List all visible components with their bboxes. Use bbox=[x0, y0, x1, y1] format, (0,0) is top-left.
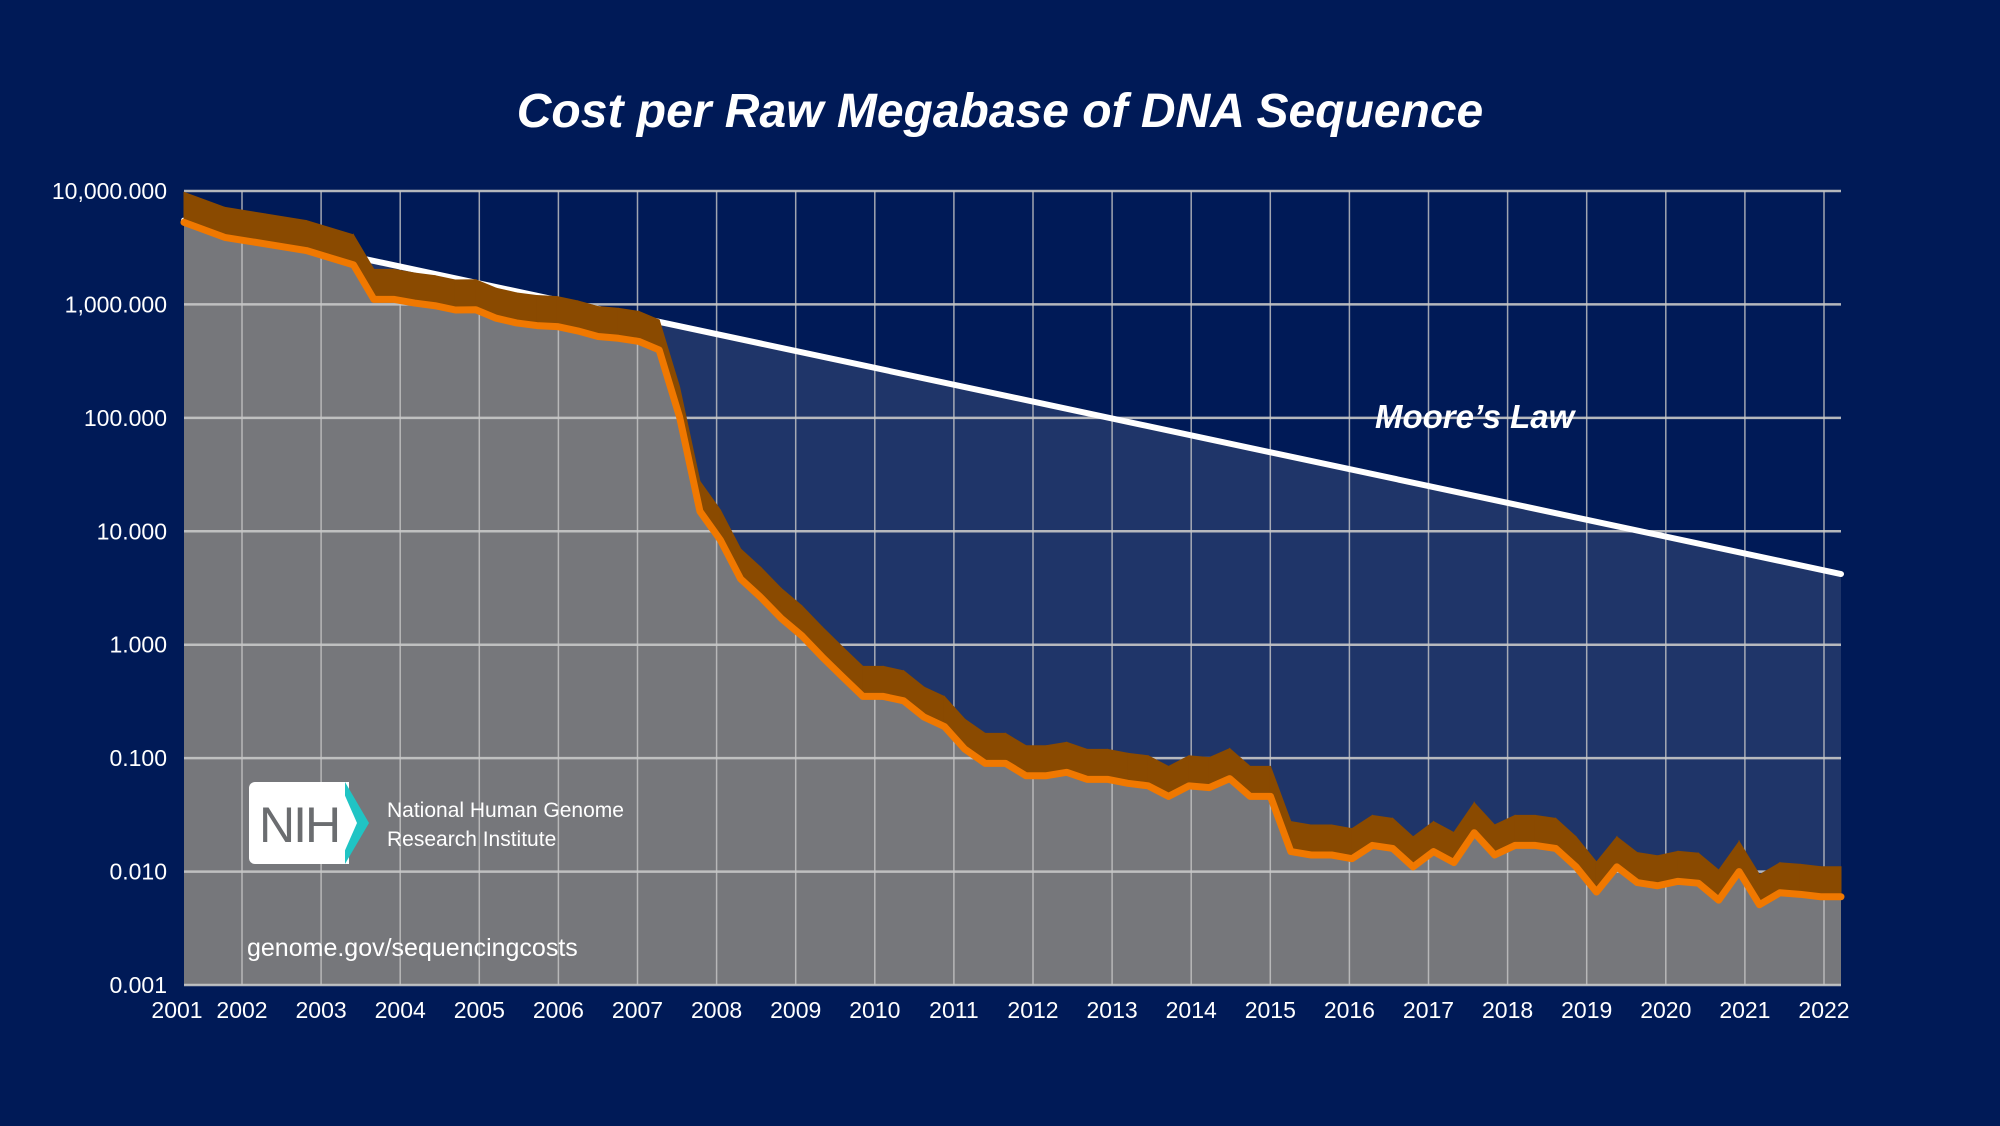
cost-area bbox=[184, 222, 1841, 985]
org-line-1: National Human Genome bbox=[387, 799, 624, 822]
y-tick-label: 10.000 bbox=[97, 518, 167, 544]
nih-logo: NIH bbox=[249, 782, 379, 864]
cost-band-segment bbox=[1820, 866, 1842, 898]
moores-law-line bbox=[181, 217, 1844, 578]
x-tick-label: 2011 bbox=[929, 997, 978, 1023]
cost-band-segment bbox=[862, 665, 884, 697]
x-tick-label: 2017 bbox=[1403, 997, 1454, 1023]
y-tick-label: 0.100 bbox=[109, 745, 167, 771]
cost-band-segment bbox=[1249, 765, 1271, 797]
x-tick-label: 2007 bbox=[612, 997, 663, 1023]
x-tick-label: 2004 bbox=[375, 997, 426, 1023]
x-tick-label: 2014 bbox=[1166, 997, 1217, 1023]
x-tick-label: 2021 bbox=[1719, 997, 1770, 1023]
nih-logo-chevron-inner bbox=[339, 782, 357, 864]
cost-band-segment bbox=[373, 268, 395, 300]
organization-name: National Human Genome Research Institute bbox=[387, 796, 624, 854]
x-tick-label: 2005 bbox=[454, 997, 505, 1023]
x-tick-label: 2009 bbox=[770, 997, 821, 1023]
x-tick-label: 2022 bbox=[1798, 997, 1849, 1023]
x-tick-label: 2018 bbox=[1482, 997, 1533, 1023]
x-tick-label: 2010 bbox=[849, 997, 900, 1023]
cost-band-segment bbox=[1514, 814, 1536, 846]
y-tick-label: 100.000 bbox=[84, 405, 167, 431]
x-tick-label: 2020 bbox=[1640, 997, 1691, 1023]
x-tick-label: 2016 bbox=[1324, 997, 1375, 1023]
y-tick-label: 1.000 bbox=[109, 632, 167, 658]
x-tick-label: 2008 bbox=[691, 997, 742, 1023]
y-tick-label: 10,000.000 bbox=[52, 178, 167, 204]
x-tick-label: 2002 bbox=[216, 997, 267, 1023]
moores-law-label: Moore’s Law bbox=[1375, 398, 1577, 435]
x-tick-label: 2015 bbox=[1245, 997, 1296, 1023]
y-tick-label: 1,000.000 bbox=[65, 291, 167, 317]
x-tick-label: 2003 bbox=[296, 997, 347, 1023]
cost-band-segment bbox=[536, 295, 558, 328]
x-tick-label: 2019 bbox=[1561, 997, 1612, 1023]
nih-logo-text: NIH bbox=[259, 797, 341, 853]
cost-band-segment bbox=[984, 732, 1007, 764]
y-tick-label: 0.010 bbox=[109, 859, 167, 885]
nih-logo-box bbox=[249, 782, 349, 864]
y-tick-label: 0.001 bbox=[109, 972, 167, 998]
x-tick-label: 2001 bbox=[151, 997, 202, 1023]
cost-band-segment bbox=[1086, 748, 1108, 780]
org-line-2: Research Institute bbox=[387, 828, 557, 851]
cost-band-segment bbox=[1310, 824, 1333, 856]
x-tick-label: 2012 bbox=[1007, 997, 1058, 1023]
source-url[interactable]: genome.gov/sequencingcosts bbox=[247, 934, 578, 962]
x-tick-label: 2013 bbox=[1087, 997, 1138, 1023]
cost-band-segment bbox=[1025, 745, 1047, 777]
x-tick-label: 2006 bbox=[533, 997, 584, 1023]
cost-band-segment bbox=[454, 279, 477, 311]
chart-title: Cost per Raw Megabase of DNA Sequence bbox=[516, 85, 1484, 138]
cost-line bbox=[180, 218, 1845, 909]
